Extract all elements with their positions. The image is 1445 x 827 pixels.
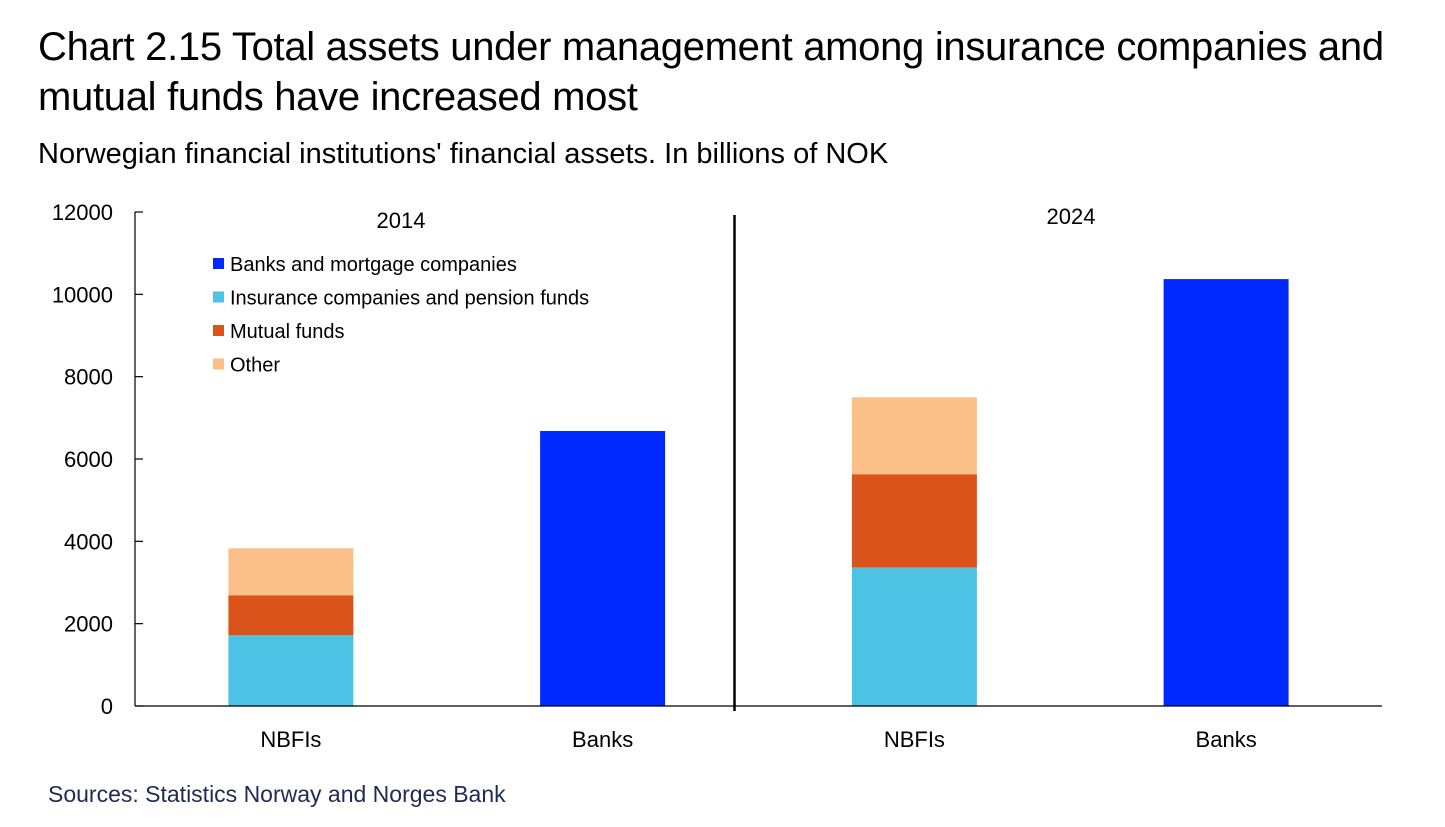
y-tick-label: 4000 xyxy=(64,529,113,554)
y-tick-label: 2000 xyxy=(64,612,113,637)
bar-banks-and-mortgage-companies-3 xyxy=(1163,279,1289,706)
bar-insurance-companies-and-pension-funds-0 xyxy=(228,635,354,706)
legend-swatch xyxy=(213,258,224,269)
source-note: Sources: Statistics Norway and Norges Ba… xyxy=(48,781,506,807)
legend-swatch xyxy=(213,291,224,303)
y-tick-label: 6000 xyxy=(64,447,113,472)
legend-label: Mutual funds xyxy=(230,321,345,343)
x-tick-label: NBFIs xyxy=(884,727,945,752)
bar-other-0 xyxy=(228,548,354,596)
bars-layer xyxy=(228,279,1289,706)
bar-mutual-funds-0 xyxy=(228,595,354,636)
bar-insurance-companies-and-pension-funds-2 xyxy=(851,567,977,706)
bar-banks-and-mortgage-companies-1 xyxy=(540,431,666,706)
group-label-2014: 2014 xyxy=(377,208,426,233)
y-tick-label: 12000 xyxy=(52,200,113,225)
axes-layer: 0 2000 4000 6000 8000 10000 12000 NBFIs Banks NBF… xyxy=(52,200,1382,752)
y-tick-label: 0 xyxy=(101,694,113,719)
bar-other-2 xyxy=(851,397,977,475)
legend-label: Other xyxy=(230,355,280,377)
x-tick-label: Banks xyxy=(1196,727,1257,752)
chart-title: Chart 2.15 Total assets under management… xyxy=(38,25,1384,119)
bar-mutual-funds-2 xyxy=(851,474,977,568)
x-tick-label: NBFIs xyxy=(260,727,321,752)
chart-subtitle: Norwegian financial institutions' financ… xyxy=(38,138,889,170)
x-tick-label: Banks xyxy=(572,727,633,752)
group-label-2024: 2024 xyxy=(1047,204,1096,229)
legend-swatch xyxy=(213,325,224,336)
legend-label: Insurance companies and pension funds xyxy=(230,288,589,310)
legend-label: Banks and mortgage companies xyxy=(230,254,517,276)
y-tick-label: 10000 xyxy=(52,282,113,307)
y-tick-label: 8000 xyxy=(64,365,113,390)
legend-swatch xyxy=(213,358,224,370)
legend: Banks and mortgage companies Insurance co… xyxy=(213,254,589,377)
